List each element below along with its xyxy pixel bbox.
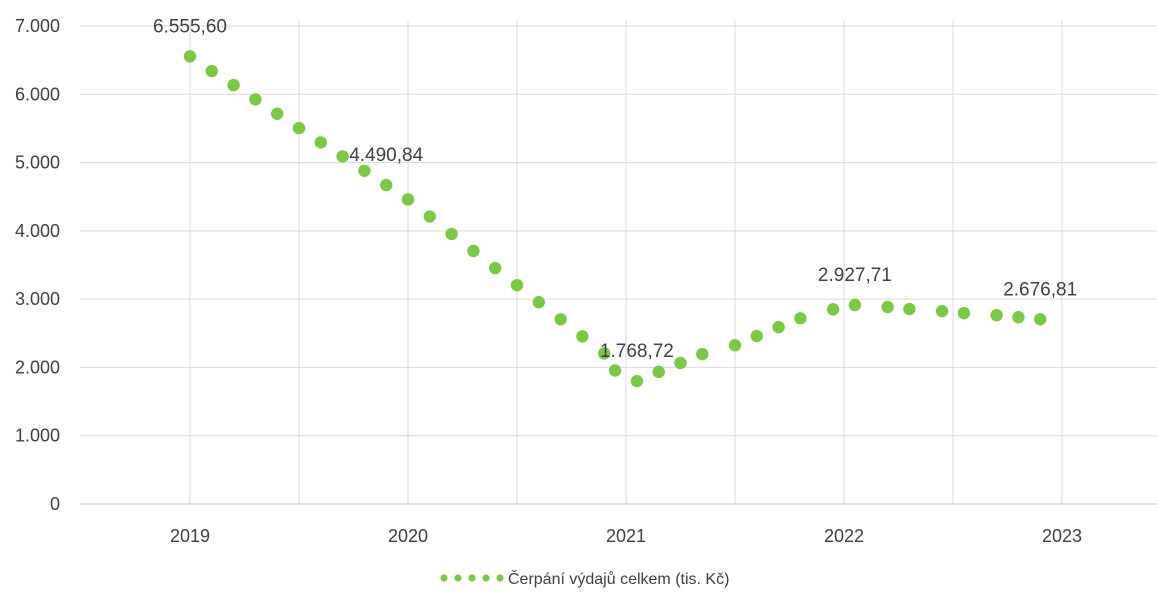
data-point bbox=[728, 339, 742, 352]
data-point bbox=[750, 329, 763, 343]
data-point bbox=[292, 121, 306, 135]
data-point bbox=[510, 278, 524, 292]
x-axis-tick-labels: 2019 2020 2021 2022 2023 bbox=[170, 526, 1082, 546]
data-point bbox=[794, 312, 807, 325]
legend-marker bbox=[482, 574, 490, 582]
data-point bbox=[205, 64, 218, 78]
data-point bbox=[336, 150, 349, 163]
legend-marker bbox=[454, 574, 462, 582]
data-label: 1.768,72 bbox=[600, 341, 674, 362]
data-point bbox=[183, 50, 197, 63]
data-label: 2.676,81 bbox=[1003, 279, 1077, 300]
data-point bbox=[772, 320, 785, 334]
data-point bbox=[696, 347, 709, 361]
y-tick-label: 4.000 bbox=[15, 221, 60, 241]
data-point bbox=[881, 300, 894, 314]
data-point bbox=[1012, 311, 1025, 324]
y-tick-label: 7.000 bbox=[15, 16, 60, 36]
data-points bbox=[183, 50, 1047, 388]
data-point bbox=[990, 308, 1003, 322]
data-point bbox=[935, 304, 949, 318]
data-label: 6.555,60 bbox=[153, 16, 227, 37]
data-point bbox=[652, 365, 665, 379]
data-point bbox=[576, 330, 589, 343]
data-point bbox=[630, 374, 644, 388]
x-tick-label: 2023 bbox=[1042, 526, 1082, 546]
data-point bbox=[227, 78, 240, 92]
data-point bbox=[423, 210, 436, 223]
y-tick-label: 5.000 bbox=[15, 153, 60, 173]
data-point bbox=[1034, 313, 1047, 326]
data-point bbox=[826, 303, 840, 316]
data-label: 4.490,84 bbox=[349, 145, 423, 166]
data-label: 2.927,71 bbox=[818, 265, 892, 286]
data-labels: 6.555,60 4.490,84 1.768,72 2.927,71 2.676,81 bbox=[153, 16, 1077, 362]
data-point bbox=[249, 93, 262, 106]
data-point bbox=[358, 164, 371, 177]
data-point bbox=[848, 298, 862, 312]
data-point bbox=[380, 178, 393, 192]
data-point bbox=[554, 313, 567, 326]
data-point bbox=[467, 244, 480, 258]
legend-marker bbox=[440, 574, 448, 582]
data-point bbox=[445, 227, 458, 241]
legend-marker bbox=[468, 574, 476, 582]
data-point bbox=[598, 347, 611, 360]
grid-lines bbox=[80, 20, 1157, 504]
y-tick-label: 6.000 bbox=[15, 84, 60, 104]
data-point bbox=[608, 364, 622, 377]
x-tick-label: 2019 bbox=[170, 526, 210, 546]
y-tick-label: 2.000 bbox=[15, 357, 60, 377]
data-point bbox=[957, 306, 971, 320]
data-point bbox=[903, 302, 916, 316]
data-point bbox=[489, 261, 502, 275]
legend: Čerpání výdajů celkem (tis. Kč) bbox=[440, 569, 729, 588]
legend-marker bbox=[496, 574, 504, 582]
data-point bbox=[314, 136, 327, 149]
data-point bbox=[401, 193, 415, 206]
y-tick-label: 0 bbox=[50, 494, 60, 514]
x-tick-label: 2022 bbox=[824, 526, 864, 546]
x-tick-label: 2020 bbox=[388, 526, 428, 546]
data-point bbox=[532, 296, 545, 309]
x-tick-label: 2021 bbox=[606, 526, 646, 546]
data-point bbox=[674, 356, 687, 370]
y-axis-tick-labels: 0 1.000 2.000 3.000 4.000 5.000 6.000 7.000 bbox=[15, 16, 60, 514]
y-tick-label: 3.000 bbox=[15, 289, 60, 309]
data-point bbox=[271, 107, 284, 120]
y-tick-label: 1.000 bbox=[15, 426, 60, 446]
legend-label: Čerpání výdajů celkem (tis. Kč) bbox=[508, 569, 729, 588]
